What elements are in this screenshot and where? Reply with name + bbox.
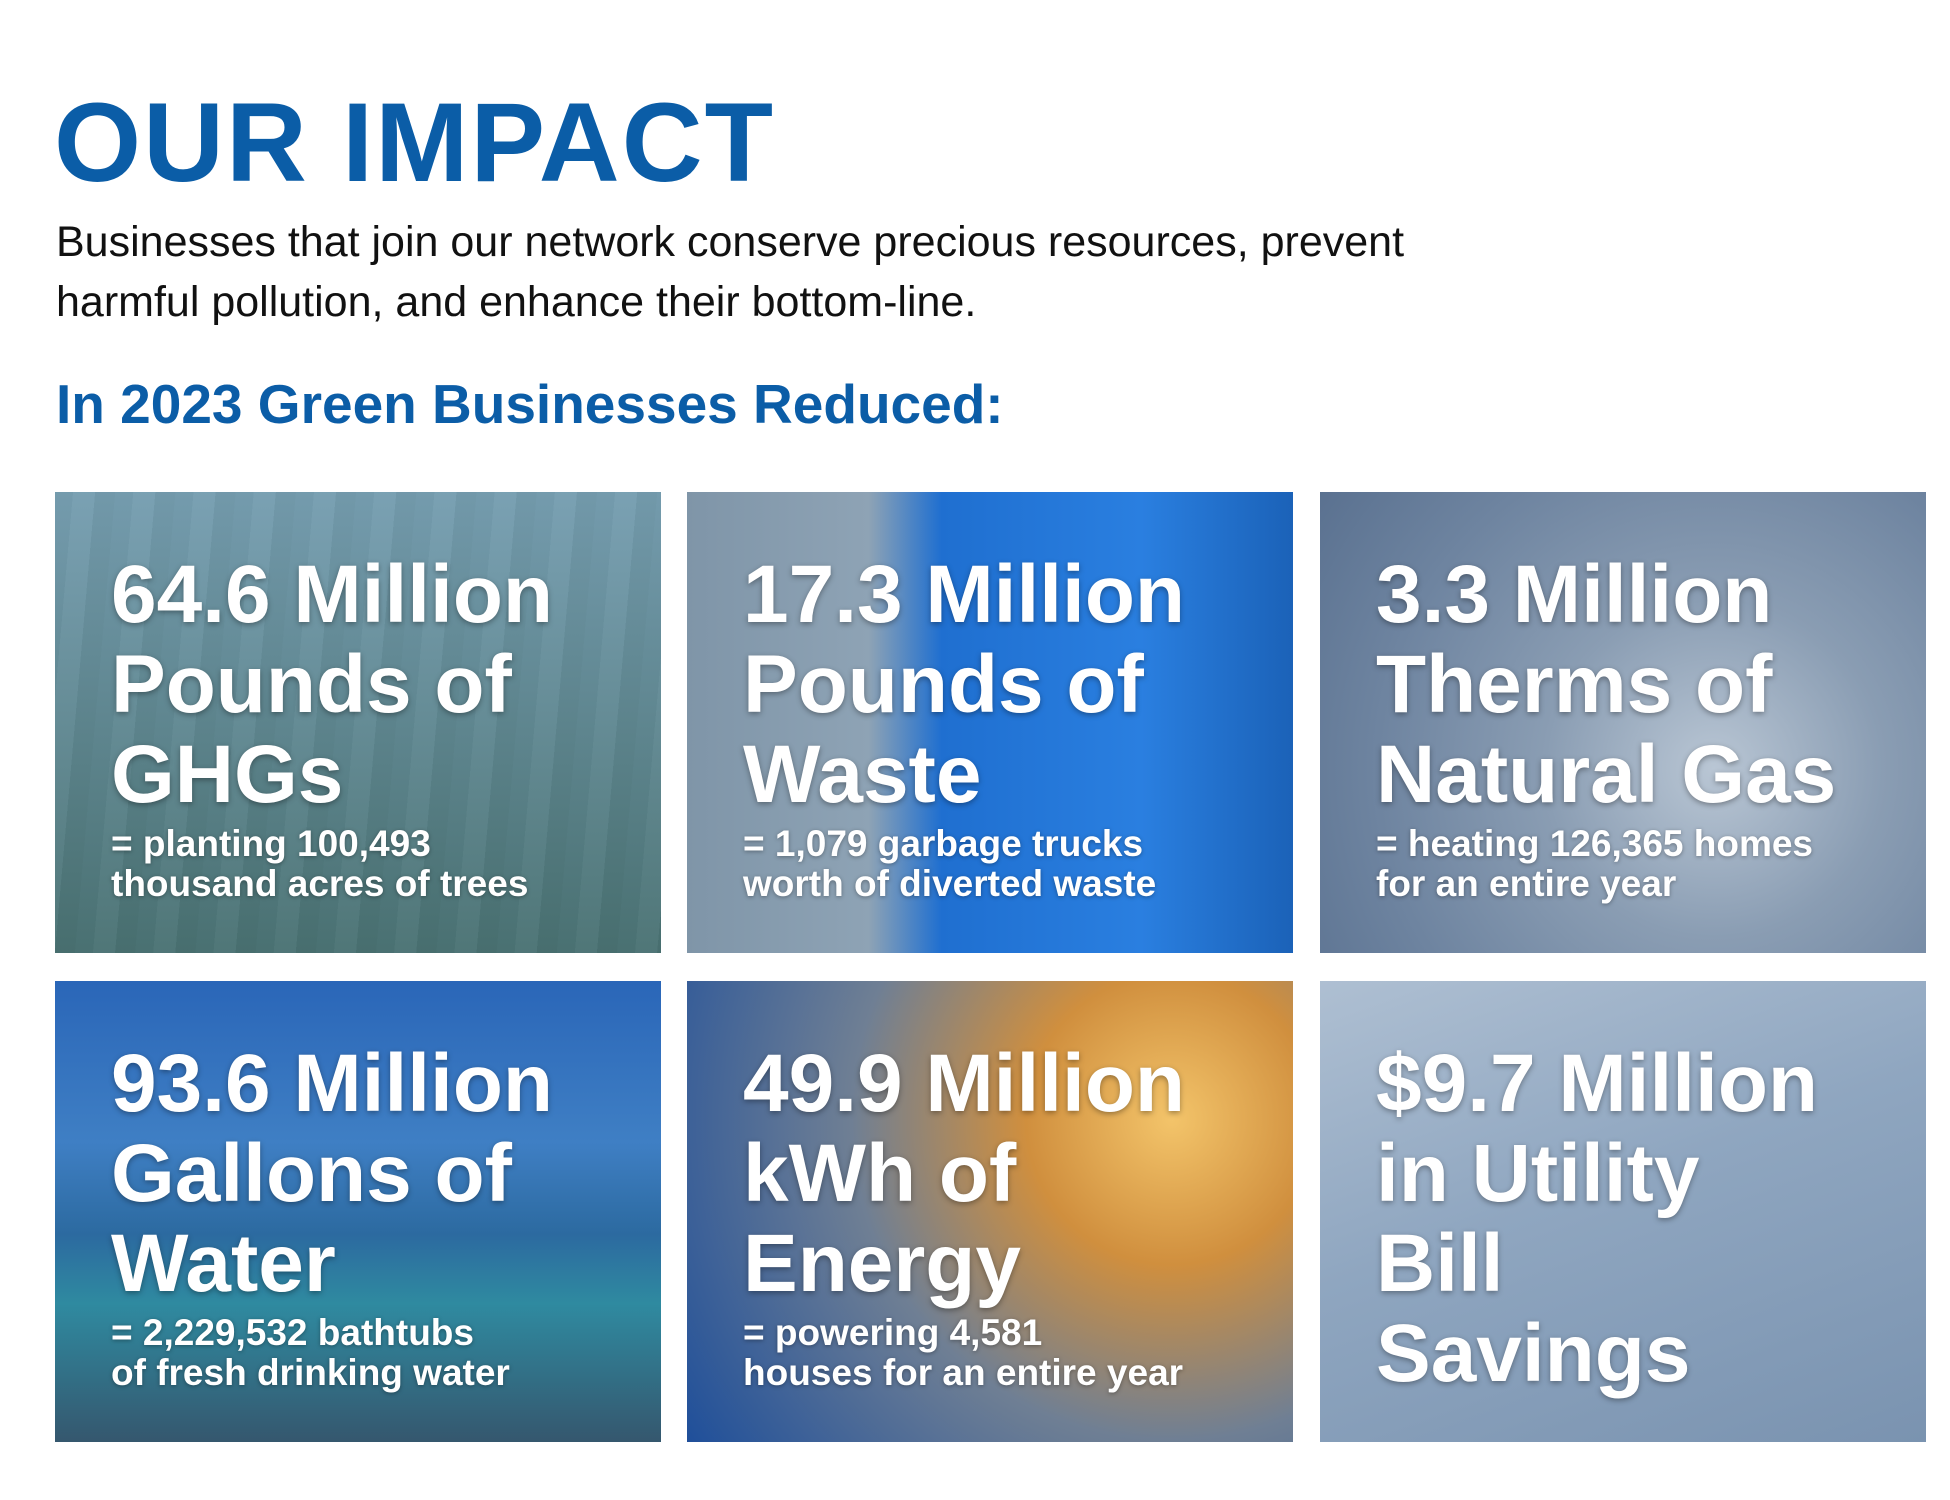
headline-line: 64.6 Million — [111, 549, 553, 640]
impact-tile: 93.6 Million Gallons of Water = 2,229,532 b… — [55, 981, 661, 1442]
description: Businesses that join our network conserv… — [56, 212, 1404, 332]
description-line: Businesses that join our network conserv… — [56, 218, 1405, 266]
tile-detail: = 2,229,532 bathtubs of fresh drinking wa… — [111, 1313, 510, 1393]
headline-line: 17.3 Million — [743, 549, 1185, 640]
headline-line: Waste — [743, 729, 982, 820]
impact-tile: 49.9 Million kWh of Energy = powering 4,581… — [687, 981, 1293, 1442]
headline-line: Pounds of — [111, 639, 512, 730]
headline-line: Water — [111, 1218, 336, 1309]
impact-tile: 64.6 Million Pounds of GHGs = planting 100,… — [55, 492, 661, 953]
detail-line: = planting 100,493 — [111, 823, 431, 864]
impact-tile: 3.3 Million Therms of Natural Gas = heating… — [1320, 492, 1926, 953]
detail-line: of fresh drinking water — [111, 1352, 510, 1393]
tile-headline: $9.7 Million in Utility Bill Savings — [1376, 1039, 1818, 1399]
tile-headline: 49.9 Million kWh of Energy — [743, 1039, 1185, 1309]
detail-line: = heating 126,365 homes — [1376, 823, 1814, 864]
impact-tile: $9.7 Million in Utility Bill Savings — [1320, 981, 1926, 1442]
headline-line: 93.6 Million — [111, 1038, 553, 1129]
detail-line: worth of diverted waste — [743, 863, 1157, 904]
tile-headline: 3.3 Million Therms of Natural Gas — [1376, 550, 1836, 820]
headline-line: Bill — [1376, 1218, 1504, 1309]
tile-headline: 64.6 Million Pounds of GHGs — [111, 550, 553, 820]
tile-headline: 17.3 Million Pounds of Waste — [743, 550, 1185, 820]
headline-line: in Utility — [1376, 1128, 1700, 1219]
headline-line: Gallons of — [111, 1128, 512, 1219]
detail-line: for an entire year — [1376, 863, 1677, 904]
headline-line: kWh of — [743, 1128, 1017, 1219]
headline-line: Savings — [1376, 1308, 1691, 1399]
detail-line: thousand acres of trees — [111, 863, 529, 904]
headline-line: Energy — [743, 1218, 1021, 1309]
headline-line: GHGs — [111, 729, 344, 820]
tile-detail: = powering 4,581 houses for an entire yea… — [743, 1313, 1183, 1393]
tile-detail: = planting 100,493 thousand acres of tree… — [111, 824, 528, 904]
detail-line: houses for an entire year — [743, 1352, 1184, 1393]
tile-headline: 93.6 Million Gallons of Water — [111, 1039, 553, 1309]
headline-line: 3.3 Million — [1376, 549, 1773, 640]
subtitle: In 2023 Green Businesses Reduced: — [56, 373, 1004, 435]
headline-line: 49.9 Million — [743, 1038, 1185, 1129]
tile-detail: = 1,079 garbage trucks worth of diverted … — [743, 824, 1156, 904]
headline-line: Natural Gas — [1376, 729, 1837, 820]
title: OUR IMPACT — [54, 80, 775, 205]
detail-line: = powering 4,581 — [743, 1312, 1043, 1353]
impact-tile: 17.3 Million Pounds of Waste = 1,079 garbag… — [687, 492, 1293, 953]
headline-line: $9.7 Million — [1376, 1038, 1818, 1129]
headline-line: Therms of — [1376, 639, 1773, 730]
detail-line: = 1,079 garbage trucks — [743, 823, 1144, 864]
detail-line: = 2,229,532 bathtubs — [111, 1312, 474, 1353]
tile-detail: = heating 126,365 homes for an entire yea… — [1376, 824, 1813, 904]
description-line: harmful pollution, and enhance their bot… — [56, 278, 977, 326]
headline-line: Pounds of — [743, 639, 1144, 730]
